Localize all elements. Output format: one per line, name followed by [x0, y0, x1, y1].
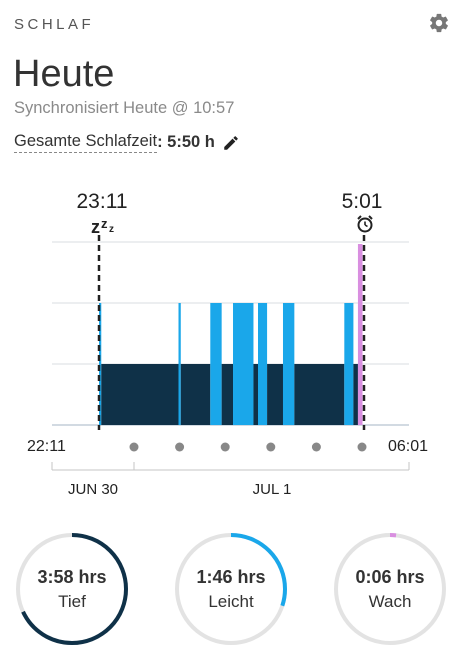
awake-label: Wach: [368, 591, 412, 611]
timeline-dot: [311, 442, 321, 452]
app-title: SCHLAF: [14, 16, 95, 33]
timeline-dot: [129, 442, 139, 452]
timeline-dot: [357, 442, 367, 452]
chart-markers: 23:11 5:01 z z z: [77, 190, 383, 430]
sleep-segment-deep: [353, 364, 358, 425]
awake-duration: 0:06 hrs: [355, 566, 425, 587]
sleep-segment-light: [344, 303, 354, 425]
alarm-clock-icon: [357, 215, 373, 233]
timeline-dots: [129, 442, 367, 452]
svg-text:z: z: [91, 217, 100, 237]
svg-text:z: z: [109, 224, 114, 235]
sleep-start-time: 23:11: [77, 190, 128, 213]
sleep-segment-light: [178, 303, 181, 425]
wake-time: 5:01: [342, 190, 383, 213]
date-label: JUN 30: [68, 481, 118, 498]
timeline-dot: [175, 442, 185, 452]
sleep-segment-deep: [101, 364, 179, 425]
sleep-segment-deep: [294, 364, 345, 425]
sleep-segment-light: [210, 303, 222, 425]
total-sleep-label[interactable]: Gesamte Schlafzeit: [14, 132, 158, 153]
light-label: Leicht: [208, 591, 254, 611]
page-title: Heute: [13, 53, 115, 95]
sleep-segment-deep: [221, 364, 234, 425]
total-sleep-time[interactable]: Gesamte Schlafzeit: 5:50 h: [14, 132, 240, 153]
ring-light: [175, 533, 287, 645]
date-label: JUL 1: [253, 481, 292, 498]
chart-bars: [99, 244, 363, 425]
total-sleep-value: : 5:50 h: [157, 133, 215, 151]
deep-label: Tief: [58, 591, 86, 611]
gear-icon[interactable]: [428, 12, 450, 34]
sleep-segment-light: [258, 303, 268, 425]
sleep-segment-light: [282, 303, 295, 425]
sync-status: Synchronisiert Heute @ 10:57: [14, 99, 235, 117]
deep-duration: 3:58 hrs: [37, 566, 107, 587]
summary-light[interactable]: 1:46 hrs Leicht: [172, 530, 290, 648]
ring-deep: [16, 533, 128, 645]
sleep-segment-deep: [180, 364, 211, 425]
timeline-dot: [220, 442, 230, 452]
light-duration: 1:46 hrs: [196, 566, 266, 587]
svg-text:z: z: [101, 216, 108, 231]
axis-start-label: 22:11: [27, 438, 66, 455]
pencil-icon[interactable]: [222, 134, 240, 152]
timeline-dot: [266, 442, 276, 452]
sleep-segment-deep: [267, 364, 283, 425]
summary-awake[interactable]: 0:06 hrs Wach: [331, 530, 449, 648]
sleep-segment-light: [233, 303, 254, 425]
sleep-segment-light: [99, 303, 102, 425]
summary-deep[interactable]: 3:58 hrs Tief: [13, 530, 131, 648]
sleep-chart: 23:11 5:01 z z z 22:11 06:01 JUN 30 JUL 1: [27, 190, 428, 498]
axis-end-label: 06:01: [388, 438, 428, 455]
zzz-icon: z z z: [91, 216, 114, 237]
date-axis: JUN 30 JUL 1: [51, 462, 410, 498]
ring-awake: [334, 533, 446, 645]
sleep-segment-awake: [357, 244, 363, 425]
sleep-segment-deep: [253, 364, 258, 425]
